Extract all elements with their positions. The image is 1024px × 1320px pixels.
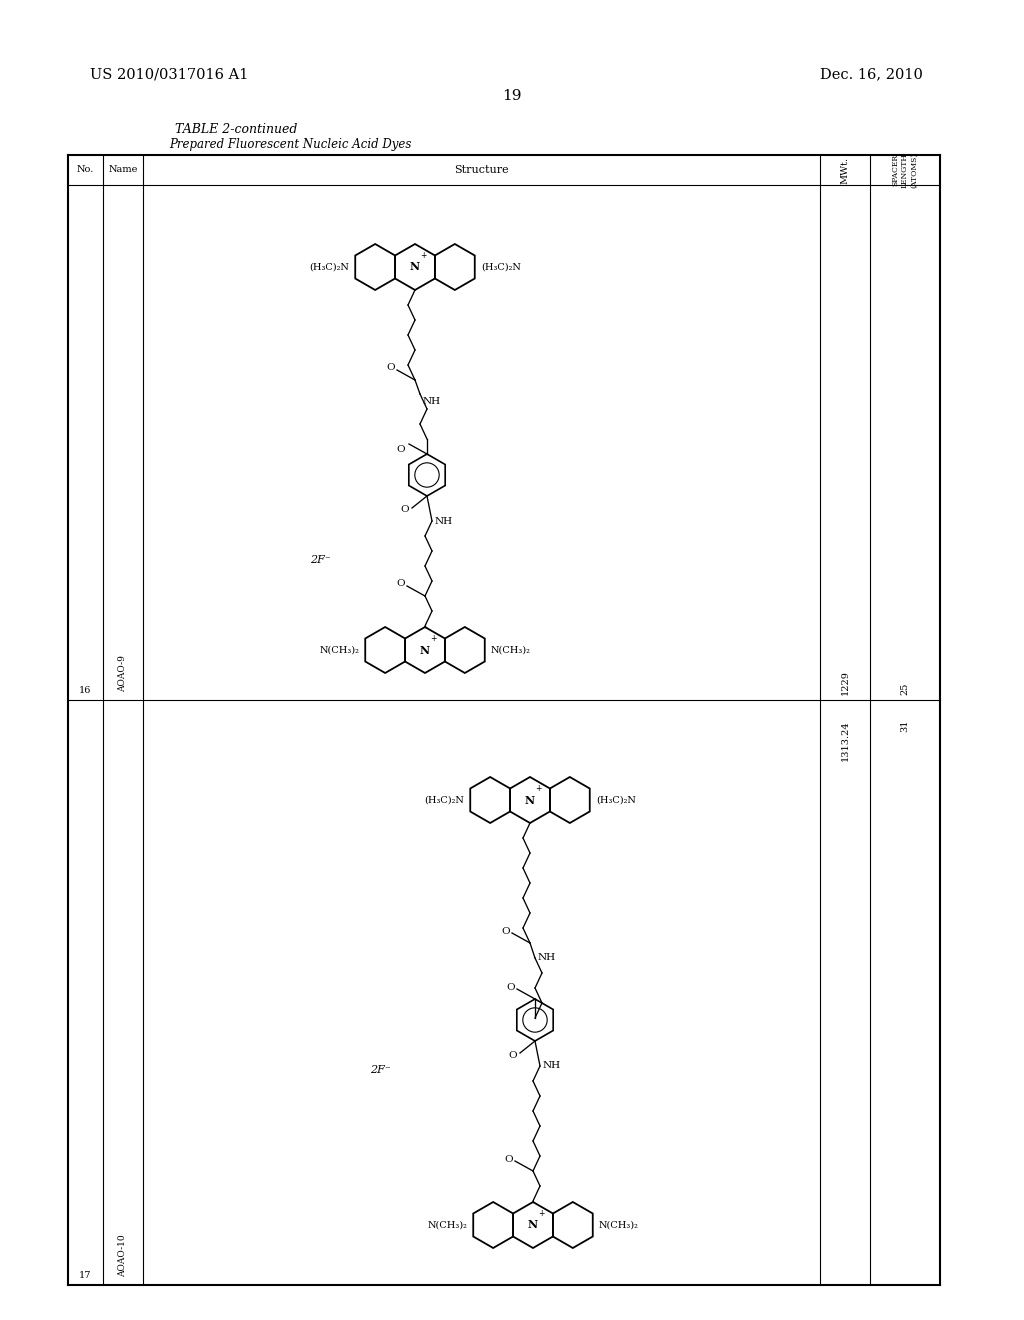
Text: AOAO-9: AOAO-9 bbox=[119, 655, 128, 692]
Text: N(CH₃)₂: N(CH₃)₂ bbox=[490, 645, 530, 655]
Text: N: N bbox=[410, 261, 420, 272]
Text: NH: NH bbox=[423, 397, 441, 407]
Text: N(CH₃)₂: N(CH₃)₂ bbox=[427, 1221, 467, 1229]
Text: +: + bbox=[420, 251, 426, 260]
Text: 19: 19 bbox=[502, 88, 522, 103]
Text: TABLE 2-continued: TABLE 2-continued bbox=[175, 123, 297, 136]
Text: (H₃C)₂N: (H₃C)₂N bbox=[596, 796, 636, 804]
Text: N(CH₃)₂: N(CH₃)₂ bbox=[319, 645, 359, 655]
Text: SPACER
LENGTH
(ATOMS): SPACER LENGTH (ATOMS) bbox=[892, 152, 919, 187]
Text: NH: NH bbox=[543, 1061, 561, 1071]
Text: 17: 17 bbox=[79, 1271, 92, 1280]
Text: +: + bbox=[535, 784, 542, 793]
Text: O: O bbox=[396, 445, 406, 454]
Text: O: O bbox=[502, 927, 510, 936]
Text: N: N bbox=[420, 644, 430, 656]
Text: US 2010/0317016 A1: US 2010/0317016 A1 bbox=[90, 67, 249, 81]
Text: N(CH₃)₂: N(CH₃)₂ bbox=[599, 1221, 639, 1229]
Text: 2F⁻: 2F⁻ bbox=[309, 554, 331, 565]
Text: Name: Name bbox=[109, 165, 137, 174]
Text: 16: 16 bbox=[79, 686, 92, 696]
Text: N: N bbox=[525, 795, 536, 805]
Text: O: O bbox=[507, 982, 515, 991]
Text: 31: 31 bbox=[900, 719, 909, 733]
Text: No.: No. bbox=[77, 165, 94, 174]
Text: O: O bbox=[386, 363, 395, 372]
Text: (H₃C)₂N: (H₃C)₂N bbox=[309, 263, 349, 272]
Text: +: + bbox=[538, 1209, 544, 1218]
Text: +: + bbox=[430, 634, 436, 643]
Text: Structure: Structure bbox=[455, 165, 509, 176]
Text: Dec. 16, 2010: Dec. 16, 2010 bbox=[820, 67, 923, 81]
Text: 25: 25 bbox=[900, 682, 909, 696]
Text: (H₃C)₂N: (H₃C)₂N bbox=[481, 263, 521, 272]
Text: AOAO-10: AOAO-10 bbox=[119, 1234, 128, 1276]
Text: 1313.24: 1313.24 bbox=[841, 719, 850, 760]
Text: (H₃C)₂N: (H₃C)₂N bbox=[424, 796, 464, 804]
Text: N: N bbox=[528, 1220, 538, 1230]
Text: NH: NH bbox=[538, 953, 556, 962]
Text: O: O bbox=[505, 1155, 513, 1163]
Text: NH: NH bbox=[435, 516, 454, 525]
Text: O: O bbox=[396, 579, 406, 589]
Text: O: O bbox=[508, 1051, 517, 1060]
Text: 2F⁻: 2F⁻ bbox=[370, 1065, 390, 1074]
Text: O: O bbox=[400, 506, 409, 515]
Text: Prepared Fluorescent Nucleic Acid Dyes: Prepared Fluorescent Nucleic Acid Dyes bbox=[169, 139, 412, 150]
Text: 1229: 1229 bbox=[841, 671, 850, 696]
Text: MWt.: MWt. bbox=[841, 157, 850, 183]
